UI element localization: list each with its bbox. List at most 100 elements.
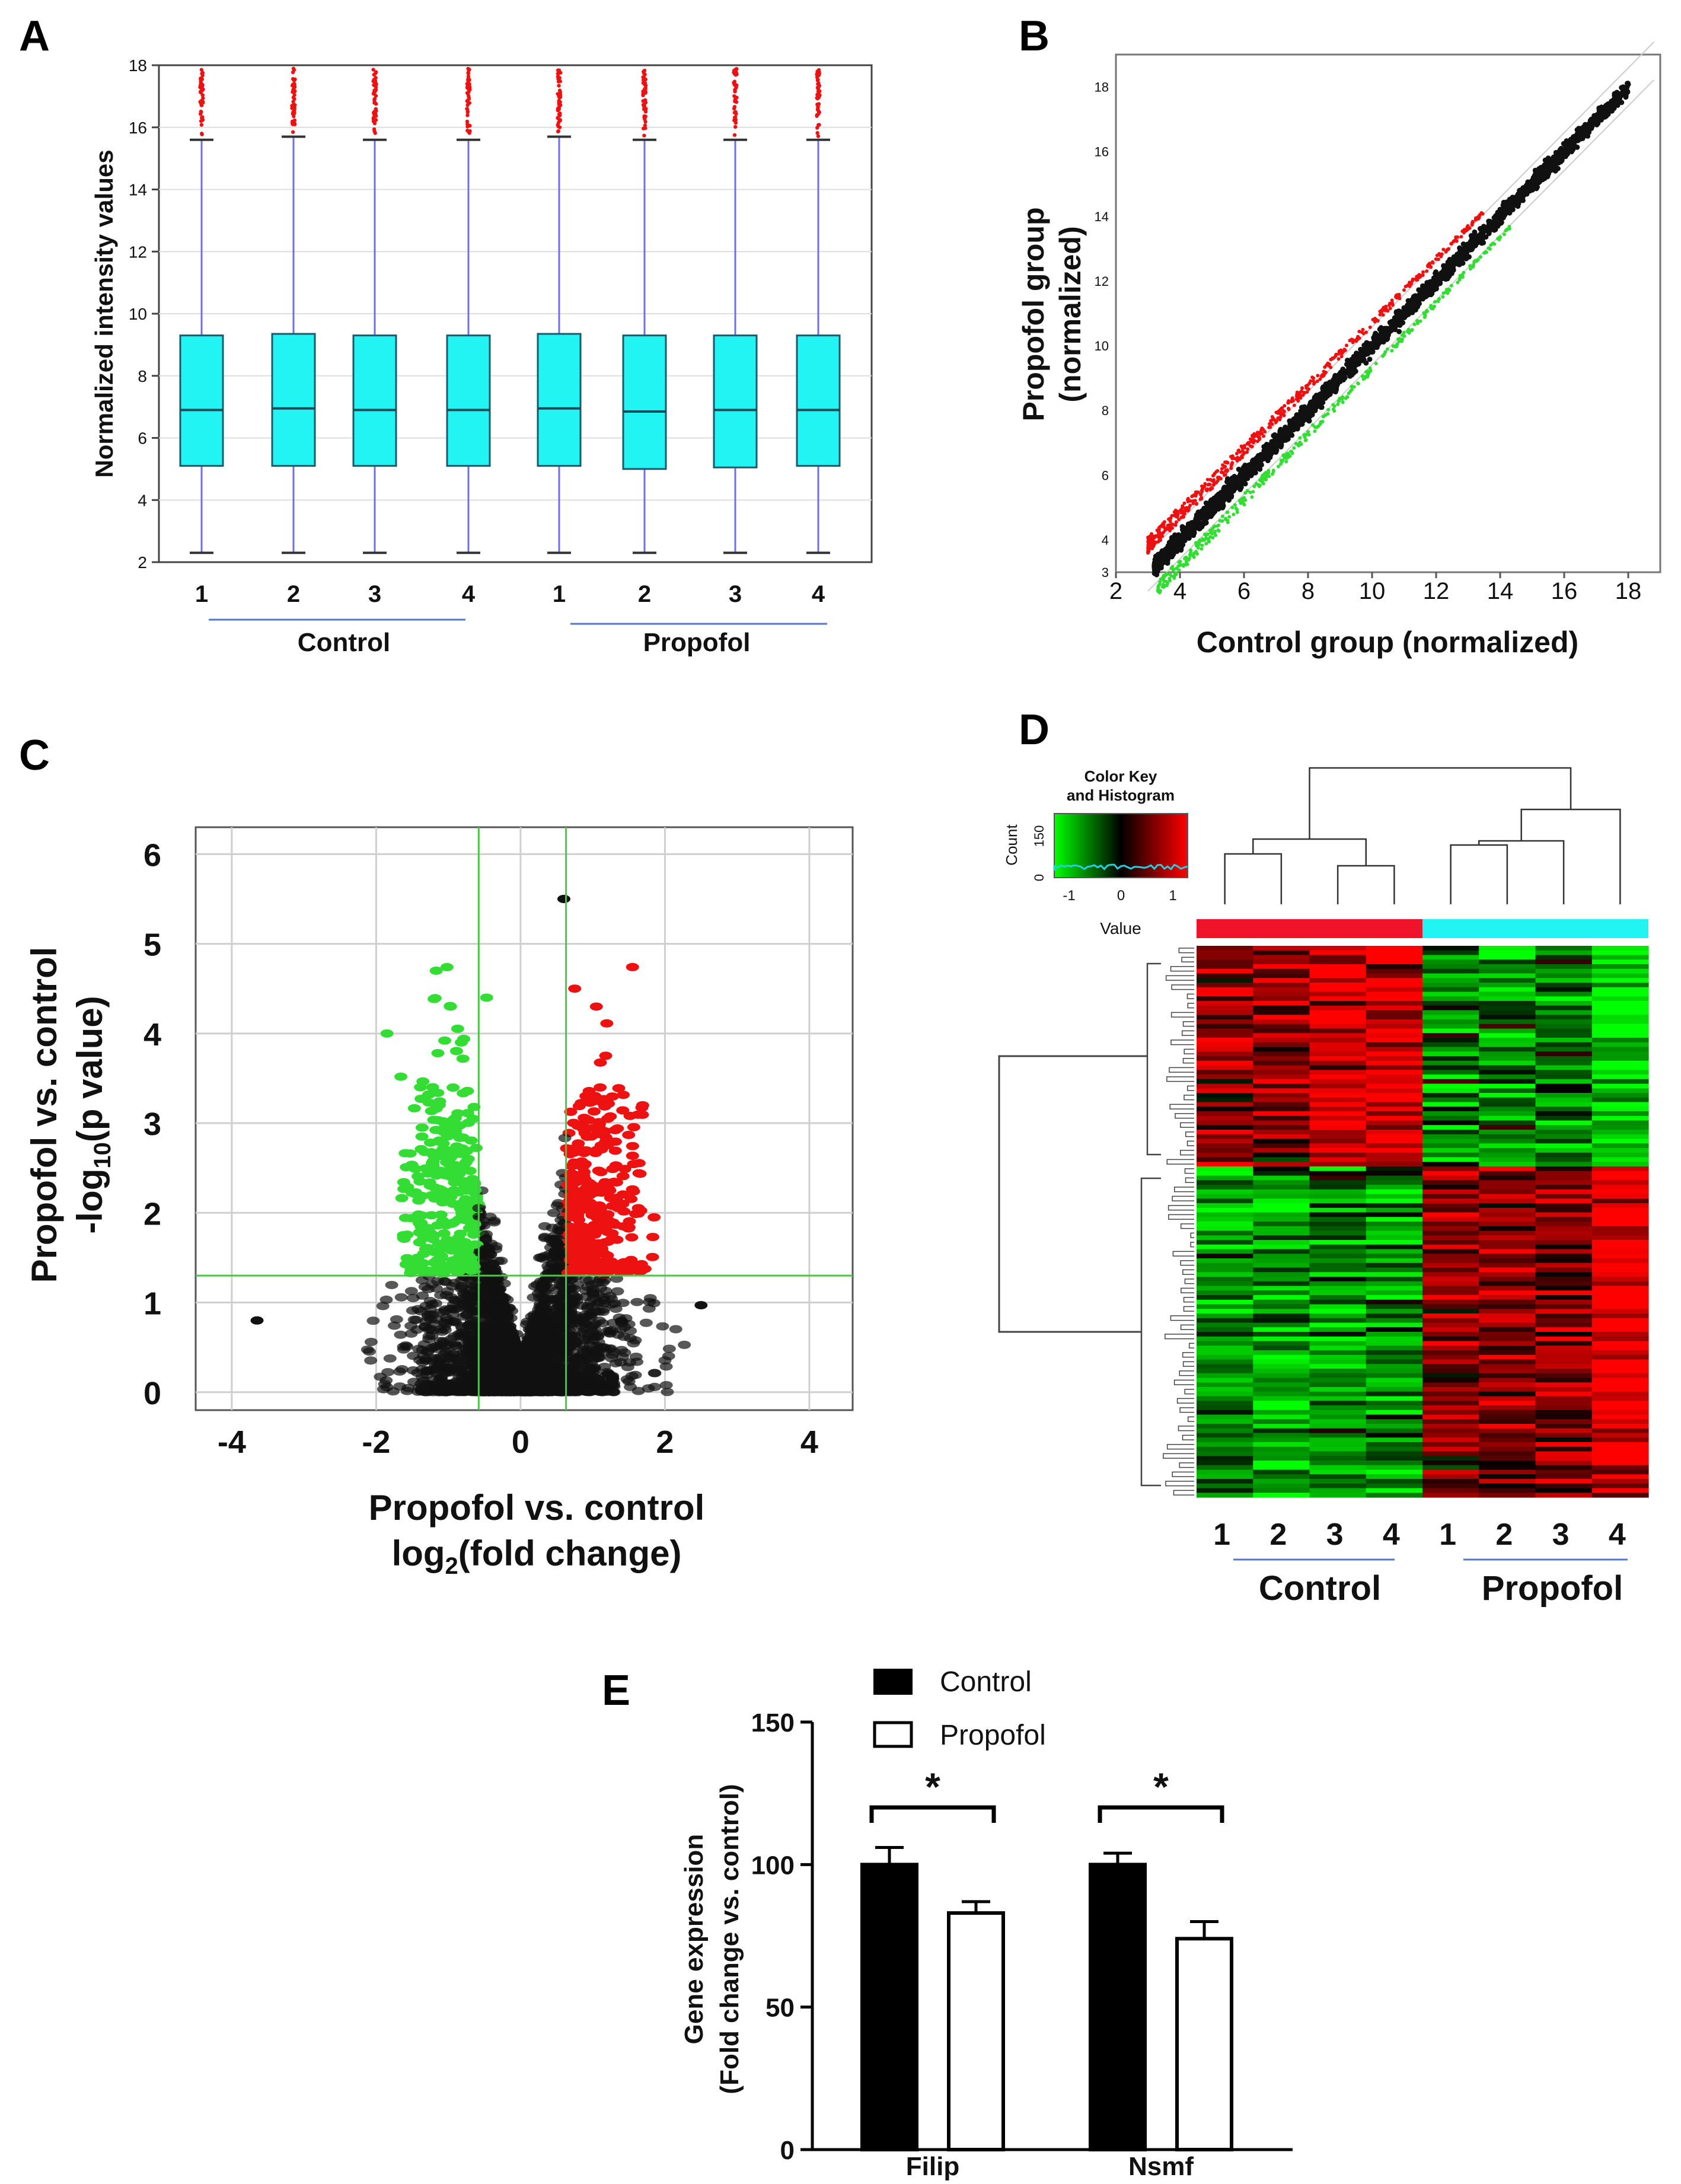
panel-a-outlier bbox=[816, 134, 821, 138]
panel-b-point bbox=[1323, 392, 1329, 398]
panel-b-point bbox=[1478, 228, 1484, 234]
panel-b-x-tick-label: 10 bbox=[1359, 578, 1386, 604]
panel-b-point-down bbox=[1267, 471, 1271, 475]
panel-b-point-down bbox=[1235, 510, 1239, 514]
panel-b-point-up bbox=[1408, 284, 1412, 288]
panel-a-outlier bbox=[291, 95, 296, 100]
panel-b-point bbox=[1481, 240, 1487, 245]
panel-b-point-down bbox=[1472, 263, 1476, 267]
panel-b-point-up bbox=[1334, 354, 1338, 358]
panel-b-x-axis-label: Control group (normalized) bbox=[1197, 626, 1578, 659]
panel-b-point-up bbox=[1385, 308, 1389, 313]
panel-b-point-up bbox=[1446, 247, 1450, 251]
panel-b-point-up bbox=[1309, 379, 1313, 383]
panel-b-point bbox=[1306, 417, 1312, 423]
panel-b-point-up bbox=[1147, 540, 1151, 544]
panel-b-point bbox=[1159, 560, 1165, 566]
panel-b-point-up bbox=[1149, 533, 1153, 537]
panel-b-point-up bbox=[1336, 357, 1341, 361]
panel-b-y-tick-label: 10 bbox=[1095, 339, 1109, 353]
panel-b-point-down bbox=[1267, 474, 1271, 479]
panel-a-outlier bbox=[641, 78, 646, 82]
panel-b-point-down bbox=[1169, 573, 1173, 578]
panel-b-x-tick-label: 16 bbox=[1551, 578, 1578, 604]
panel-b-point-up bbox=[1310, 375, 1315, 380]
panel-b-point-up bbox=[1315, 379, 1319, 383]
panel-a-outlier bbox=[200, 93, 205, 97]
panel-a-y-axis-label: Normalized intensity values bbox=[90, 149, 118, 477]
panel-b-point-up bbox=[1184, 506, 1188, 510]
panel-a-outlier bbox=[816, 68, 821, 72]
panel-b-point-up bbox=[1291, 398, 1296, 403]
panel-b-point-down bbox=[1345, 395, 1350, 399]
panel-b-point-up bbox=[1339, 350, 1343, 355]
panel-a-outlier bbox=[643, 120, 647, 124]
panel-b-point bbox=[1434, 282, 1440, 288]
panel-b-point-up bbox=[1282, 410, 1286, 414]
panel-b-point-down bbox=[1189, 548, 1193, 552]
panel-b-point-up bbox=[1388, 301, 1392, 305]
panel-b-point-up bbox=[1230, 461, 1235, 465]
panel-b-point-down bbox=[1292, 446, 1296, 450]
panel-b-point-up bbox=[1255, 439, 1259, 444]
panel-b-point-up bbox=[1169, 527, 1173, 531]
panel-b-point-up bbox=[1154, 534, 1158, 538]
panel-b-y-tick-label: 6 bbox=[1102, 468, 1109, 483]
panel-b-point bbox=[1232, 474, 1237, 480]
panel-b-point-up bbox=[1450, 241, 1454, 245]
panel-b-point-down bbox=[1252, 484, 1256, 489]
panel-b-point-down bbox=[1200, 543, 1204, 547]
panel-b-point-up bbox=[1238, 456, 1242, 460]
panel-b-point-up bbox=[1312, 382, 1316, 386]
panel-a-outlier bbox=[465, 125, 470, 129]
panel-a-box bbox=[352, 334, 397, 467]
panel-b-point-down bbox=[1415, 318, 1419, 323]
panel-b-point-down bbox=[1348, 389, 1353, 393]
panel-a-outlier bbox=[817, 84, 821, 88]
panel-b-point bbox=[1468, 233, 1474, 239]
panel-a-sample-label: 4 bbox=[462, 581, 476, 607]
panel-a-y-tick-label: 6 bbox=[138, 429, 147, 448]
panel-b-point bbox=[1376, 340, 1382, 346]
panel-b-point-down bbox=[1194, 542, 1198, 546]
panel-a-outlier bbox=[733, 89, 737, 93]
panel-b-point bbox=[1582, 125, 1588, 130]
panel-b-point-down bbox=[1197, 543, 1201, 547]
panel-b-point-down bbox=[1191, 553, 1195, 557]
panel-b-point-down bbox=[1195, 552, 1200, 556]
panel-a-outlier bbox=[374, 71, 378, 75]
panel-b-point bbox=[1473, 233, 1479, 239]
panel-b-point-up bbox=[1444, 250, 1448, 254]
panel-label-d: D bbox=[1019, 706, 1050, 754]
panel-a-outlier bbox=[815, 131, 819, 135]
panel-b-point bbox=[1543, 160, 1549, 165]
panel-b-point-up bbox=[1252, 435, 1256, 439]
panel-b-point-up bbox=[1398, 296, 1402, 301]
panel-b-point-up bbox=[1466, 224, 1470, 228]
panel-b-point-up bbox=[1327, 364, 1331, 368]
panel-b-point-up bbox=[1368, 325, 1372, 329]
panel-b-point-up bbox=[1166, 524, 1170, 528]
panel-b-point-down bbox=[1422, 315, 1427, 320]
panel-b-point-down bbox=[1169, 566, 1173, 570]
panel-a-outlier bbox=[467, 131, 471, 135]
panel-b-point-up bbox=[1207, 482, 1211, 486]
panel-b-point bbox=[1492, 218, 1498, 224]
panel-a-outlier bbox=[733, 120, 738, 125]
panel-b-point-up bbox=[1268, 422, 1272, 426]
panel-b-point-up bbox=[1296, 399, 1300, 403]
panel-a-outlier bbox=[815, 93, 819, 97]
panel-b-point-up bbox=[1220, 467, 1224, 471]
panel-a-box bbox=[796, 334, 841, 467]
panel-b-point-down bbox=[1385, 347, 1389, 351]
panel-b-x-tick-label: 4 bbox=[1173, 578, 1186, 604]
panel-b-point-up bbox=[1147, 544, 1151, 549]
panel-b-point-up bbox=[1336, 352, 1341, 356]
panel-b-point bbox=[1220, 495, 1226, 501]
panel-b-point-up bbox=[1217, 477, 1221, 481]
panel-b-point-down bbox=[1303, 435, 1307, 439]
panel-b-point-down bbox=[1213, 524, 1217, 528]
panel-b-point bbox=[1332, 378, 1338, 384]
panel-b-point-up bbox=[1306, 383, 1310, 387]
panel-b-point-down bbox=[1262, 472, 1267, 476]
